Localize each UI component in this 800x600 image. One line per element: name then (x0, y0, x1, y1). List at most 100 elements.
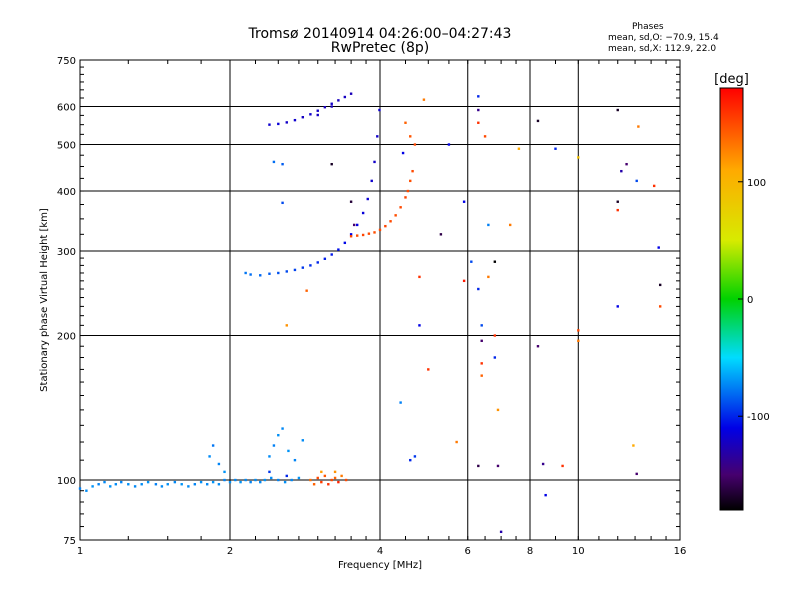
data-point (120, 480, 123, 484)
data-point (268, 123, 271, 126)
data-point (268, 455, 271, 458)
data-point (249, 273, 252, 276)
data-point (239, 480, 242, 484)
data-point (455, 440, 458, 444)
data-point (320, 480, 323, 484)
data-point (281, 162, 284, 166)
data-point (217, 483, 221, 486)
data-point (349, 233, 353, 236)
data-point (361, 233, 365, 237)
data-point (536, 345, 540, 348)
colorbar-tick-label: -100 (747, 412, 770, 423)
data-point (499, 530, 503, 534)
data-point (620, 169, 623, 173)
data-point (287, 449, 290, 453)
data-point (349, 200, 353, 203)
data-point (285, 121, 288, 124)
data-point (228, 480, 232, 484)
data-point (658, 283, 662, 287)
y-tick-label: 75 (63, 536, 76, 547)
data-point (277, 478, 280, 482)
data-point (249, 480, 252, 484)
data-point (223, 470, 226, 474)
data-point (439, 233, 443, 236)
data-point (355, 234, 359, 237)
data-point (244, 271, 247, 275)
x-tick-label: 16 (674, 546, 687, 557)
data-point (517, 147, 521, 150)
data-point (309, 113, 312, 116)
data-point (91, 485, 94, 488)
data-point (577, 329, 580, 332)
data-point (635, 179, 638, 183)
chart-title-line2: RwPretec (8p) (330, 40, 430, 56)
data-point (616, 108, 619, 112)
data-point (323, 257, 327, 260)
data-point (78, 487, 82, 490)
data-point (418, 275, 421, 279)
data-point (160, 485, 164, 488)
data-point (378, 228, 382, 232)
data-point (316, 476, 319, 480)
data-point (493, 356, 497, 359)
data-point (187, 485, 190, 488)
data-point (483, 135, 487, 138)
data-point (413, 455, 417, 458)
data-point (373, 231, 376, 234)
data-point (199, 480, 203, 484)
data-point (333, 476, 337, 480)
data-point (114, 483, 118, 486)
data-point (496, 464, 500, 468)
data-point (290, 478, 293, 482)
data-point (384, 224, 387, 228)
data-point (340, 474, 343, 478)
phases-mean-o: mean, sd,O: −70.9, 15.4 (608, 33, 719, 43)
data-point (632, 444, 635, 447)
data-point (234, 478, 237, 482)
data-point (493, 334, 497, 337)
data-point (281, 201, 284, 205)
data-point (208, 455, 211, 458)
data-point (373, 160, 376, 164)
data-point (277, 433, 280, 437)
data-point (554, 147, 557, 150)
colorbar-tick-label: 100 (747, 178, 766, 189)
data-point (378, 108, 381, 112)
data-point (323, 106, 327, 109)
data-point (109, 485, 112, 488)
data-point (205, 483, 209, 486)
data-point (268, 272, 271, 275)
data-point (409, 135, 412, 138)
data-point (211, 480, 215, 484)
data-point (343, 95, 347, 99)
data-point (277, 122, 280, 126)
data-point (309, 264, 312, 267)
data-point (333, 470, 337, 474)
data-point (541, 462, 545, 466)
data-point (173, 480, 177, 484)
data-point (544, 493, 547, 497)
data-point (283, 480, 287, 484)
data-point (480, 374, 483, 377)
data-point (297, 476, 301, 480)
x-axis-label: Frequency [MHz] (338, 560, 422, 571)
y-axis-label: Stationary phase Virtual Height [km] (39, 208, 50, 392)
data-point (399, 206, 402, 209)
data-point (309, 478, 312, 482)
data-point (389, 220, 392, 223)
data-point (477, 287, 480, 291)
data-point (470, 260, 473, 263)
data-point (293, 268, 297, 272)
x-tick-label: 6 (465, 546, 471, 557)
colorbar-tick-label: 0 (747, 295, 753, 306)
data-point (427, 368, 430, 371)
data-point (268, 470, 271, 474)
data-point (301, 266, 305, 269)
data-point (337, 99, 340, 102)
data-point (301, 116, 305, 119)
data-point (263, 478, 267, 482)
data-point (277, 271, 280, 275)
data-point (312, 483, 316, 486)
data-point (536, 119, 540, 123)
data-point (477, 121, 480, 124)
